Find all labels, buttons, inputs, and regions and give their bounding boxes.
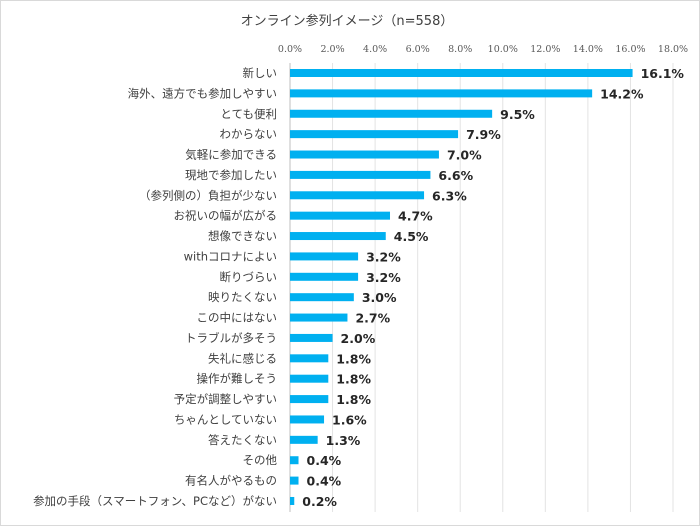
bar <box>290 109 493 118</box>
data-label: 1.3% <box>326 433 361 448</box>
category-label: お祝いの幅が広がる <box>174 209 278 223</box>
category-label: この中にはない <box>197 311 278 325</box>
data-label: 4.7% <box>398 209 433 224</box>
category-label: わからない <box>220 127 278 141</box>
data-label: 0.4% <box>307 474 342 489</box>
data-label: 4.5% <box>394 229 429 244</box>
bar <box>290 69 633 77</box>
data-label: 1.8% <box>336 372 371 387</box>
bar <box>290 232 386 241</box>
bar <box>290 395 329 404</box>
x-tick-label: 8.0% <box>448 44 472 55</box>
bar <box>290 456 299 465</box>
x-tick-label: 4.0% <box>363 44 387 55</box>
data-label: 1.8% <box>336 392 371 407</box>
data-label: 7.0% <box>447 148 482 163</box>
data-label: 3.2% <box>366 270 401 285</box>
x-tick-label: 16.0% <box>615 44 645 55</box>
bar <box>290 170 431 179</box>
bar <box>290 374 329 383</box>
data-label: 0.2% <box>302 494 337 509</box>
bar <box>290 415 325 424</box>
data-label: 14.2% <box>600 86 644 101</box>
data-label: 9.5% <box>500 107 535 122</box>
x-tick-label: 6.0% <box>406 44 430 55</box>
category-label: 断りづらい <box>220 270 278 284</box>
bar <box>290 191 425 200</box>
category-label: 失礼に感じる <box>208 351 277 365</box>
category-label: とても便利 <box>220 107 277 121</box>
category-label: 予定が調整しやすい <box>174 392 277 406</box>
category-label: 新しい <box>243 66 278 80</box>
bar <box>290 333 333 342</box>
data-label: 2.7% <box>355 311 390 326</box>
category-label: 気軽に参加できる <box>185 148 277 162</box>
category-label: 答えたくない <box>208 433 277 447</box>
data-label: 0.4% <box>307 453 342 468</box>
bar <box>290 272 359 281</box>
x-tick-label: 14.0% <box>573 44 603 55</box>
data-label: 6.6% <box>438 168 473 183</box>
data-label: 3.2% <box>366 249 401 264</box>
x-tick-label: 0.0% <box>278 44 302 55</box>
category-label: 現地で参加したい <box>185 168 277 182</box>
x-tick-label: 2.0% <box>320 44 344 55</box>
data-label: 7.9% <box>466 127 501 142</box>
x-tick-label: 10.0% <box>488 44 518 55</box>
data-label: 16.1% <box>641 66 685 81</box>
bar <box>290 476 299 485</box>
bar <box>290 252 359 261</box>
category-label: 参加の手段（スマートフォン、PCなど）がない <box>33 494 277 508</box>
x-tick-label: 12.0% <box>530 44 560 55</box>
chart-title: オンライン参列イメージ（n=558） <box>241 13 454 29</box>
bar <box>290 150 439 159</box>
category-label: 想像できない <box>208 229 277 243</box>
bar <box>290 89 593 98</box>
data-label: 2.0% <box>341 331 376 346</box>
category-label: 映りたくない <box>208 290 277 304</box>
bar <box>290 293 354 302</box>
category-label: withコロナによい <box>184 249 277 263</box>
bar <box>290 496 295 505</box>
category-label: トラブルが多そう <box>185 331 277 345</box>
category-label: （参列側の）負担が少ない <box>139 188 277 202</box>
bar <box>290 435 318 444</box>
category-label: 操作が難しそう <box>197 372 278 386</box>
x-tick-label: 18.0% <box>658 44 688 55</box>
bar <box>290 354 329 363</box>
data-label: 3.0% <box>362 290 397 305</box>
data-label: 6.3% <box>432 188 467 203</box>
category-label: その他 <box>243 453 278 467</box>
bar <box>290 211 391 220</box>
category-label: 海外、遠方でも参加しやすい <box>128 86 277 100</box>
category-label: ちゃんとしていない <box>174 412 277 426</box>
data-label: 1.8% <box>336 351 371 366</box>
bar <box>290 130 459 139</box>
category-label: 有名人がやるもの <box>185 474 277 488</box>
data-label: 1.6% <box>332 412 367 427</box>
bar <box>290 313 348 322</box>
